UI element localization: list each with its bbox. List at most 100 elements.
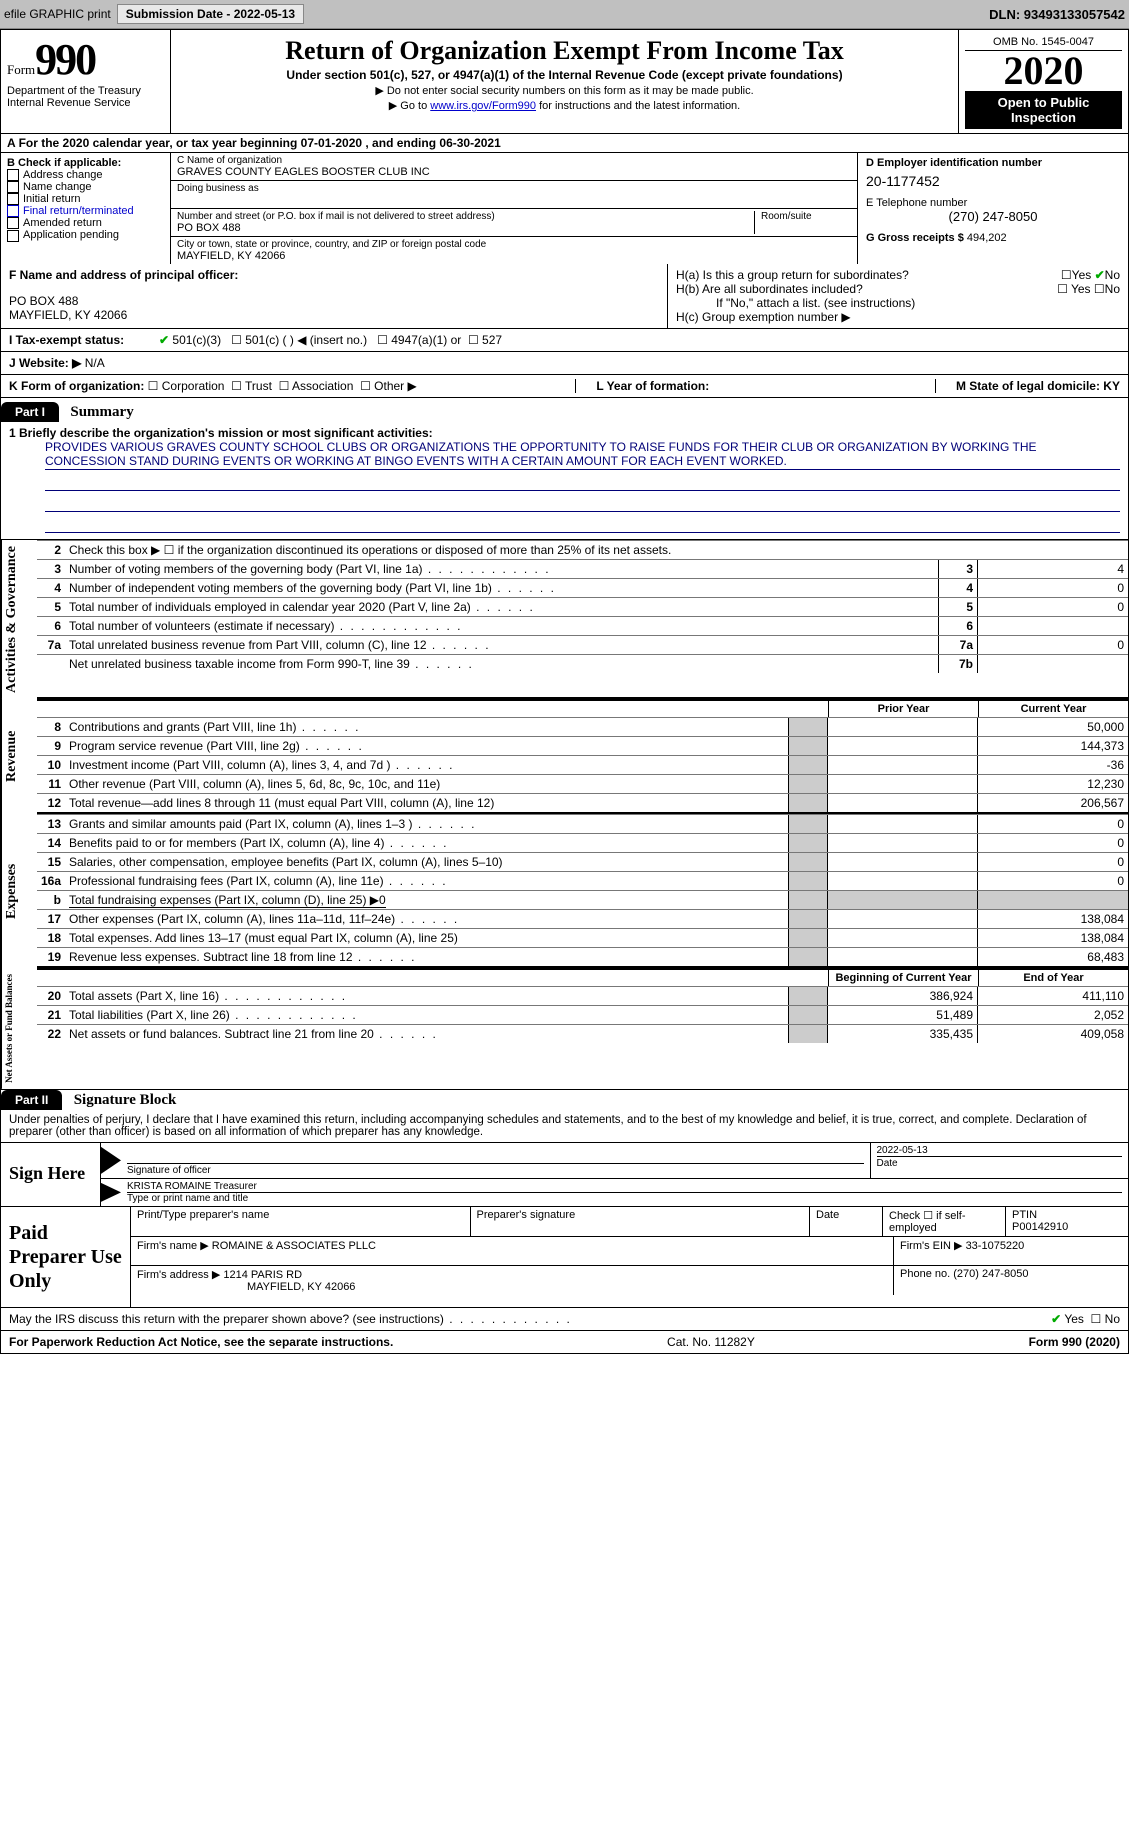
irs-link[interactable]: www.irs.gov/Form990 (430, 100, 536, 112)
sig-arrow-icon (101, 1147, 121, 1174)
line-10: Investment income (Part VIII, column (A)… (65, 756, 788, 774)
sig-date-label: Date (877, 1156, 1123, 1169)
hb-label: H(b) Are all subordinates included? (676, 282, 863, 296)
cb-amended-return[interactable]: Amended return (7, 217, 164, 229)
mission-blank-2 (45, 497, 1120, 512)
form-subtitle: Under section 501(c), 527, or 4947(a)(1)… (177, 68, 952, 82)
cb-527[interactable]: ☐ 527 (468, 333, 502, 347)
part-ii-title: Signature Block (66, 1090, 185, 1110)
tax-exempt-row: I Tax-exempt status: 501(c)(3) ☐ 501(c) … (0, 329, 1129, 352)
prep-check-label: Check ☐ if self-employed (889, 1210, 966, 1234)
k-label: K Form of organization: (9, 379, 144, 393)
ha-no-check[interactable] (1095, 268, 1105, 282)
form-number: 990 (35, 35, 95, 84)
line-13: Grants and similar amounts paid (Part IX… (65, 815, 788, 833)
sig-date-value: 2022-05-13 (877, 1145, 1123, 1156)
prep-date-label: Date (816, 1209, 839, 1221)
vtab-net-assets: Net Assets or Fund Balances (1, 968, 37, 1089)
prep-phone: (270) 247-8050 (953, 1268, 1028, 1280)
hdr-prior-year: Prior Year (828, 701, 978, 717)
firm-ein-label: Firm's EIN ▶ (900, 1240, 963, 1252)
line-7a: Total unrelated business revenue from Pa… (65, 636, 938, 654)
city-state-zip: MAYFIELD, KY 42066 (177, 250, 851, 262)
line-21-cur: 2,052 (978, 1006, 1128, 1024)
footer-mid: Cat. No. 11282Y (667, 1335, 755, 1349)
hb-note: If "No," attach a list. (see instruction… (676, 296, 1120, 310)
discuss-row: May the IRS discuss this return with the… (0, 1308, 1129, 1331)
cb-name-change[interactable]: Name change (7, 181, 164, 193)
tax-period-row: A For the 2020 calendar year, or tax yea… (0, 134, 1129, 153)
line-20-prior: 386,924 (828, 987, 978, 1005)
line-19: Revenue less expenses. Subtract line 18 … (65, 948, 788, 966)
line-20-cur: 411,110 (978, 987, 1128, 1005)
officer-addr2: MAYFIELD, KY 42066 (9, 308, 659, 322)
department-text: Department of the Treasury Internal Reve… (7, 85, 164, 109)
c-name-label: C Name of organization (177, 155, 851, 166)
officer-name: KRISTA ROMAINE Treasurer (127, 1181, 1122, 1193)
ein-value: 20-1177452 (866, 173, 1120, 189)
form-990-label: Form990 (7, 34, 164, 85)
line-3: Number of voting members of the governin… (65, 560, 938, 578)
line-22-prior: 335,435 (828, 1025, 978, 1043)
cb-501c3[interactable]: 501(c)(3) (159, 333, 221, 347)
goto-note: Go to www.irs.gov/Form990 for instructio… (177, 99, 952, 112)
line-6: Total number of volunteers (estimate if … (65, 617, 938, 635)
line-14: Benefits paid to or for members (Part IX… (65, 834, 788, 852)
discuss-text: May the IRS discuss this return with the… (9, 1312, 572, 1326)
line-17: Other expenses (Part IX, column (A), lin… (65, 910, 788, 928)
perjury-disclaimer: Under penalties of perjury, I declare th… (0, 1110, 1129, 1143)
vtab-revenue: Revenue (1, 699, 37, 814)
city-label: City or town, state or province, country… (177, 239, 851, 250)
section-d-e-g: D Employer identification number 20-1177… (858, 153, 1128, 264)
ssn-note: Do not enter social security numbers on … (177, 84, 952, 97)
dln-text: DLN: 93493133057542 (989, 7, 1125, 22)
website-row: J Website: ▶ N/A (0, 352, 1129, 375)
vtab-governance: Activities & Governance (1, 540, 37, 699)
l-label: L Year of formation: (575, 379, 776, 393)
line-9-cur: 144,373 (978, 737, 1128, 755)
room-label: Room/suite (761, 211, 851, 222)
cb-corporation[interactable]: ☐ Corporation (148, 379, 225, 393)
cb-address-change[interactable]: Address change (7, 169, 164, 181)
org-name: GRAVES COUNTY EAGLES BOOSTER CLUB INC (177, 166, 851, 178)
line-21: Total liabilities (Part X, line 26) (65, 1006, 788, 1024)
k-l-m-row: K Form of organization: ☐ Corporation ☐ … (0, 375, 1129, 398)
line-7a-val: 0 (978, 636, 1128, 654)
line-16b: Total fundraising expenses (Part IX, col… (65, 891, 788, 909)
cb-501c[interactable]: ☐ 501(c) ( ) ◀ (insert no.) (231, 333, 367, 347)
sig-officer-label: Signature of officer (127, 1163, 864, 1176)
footer-right: Form 990 (2020) (1029, 1335, 1120, 1349)
hdr-begin-year: Beginning of Current Year (828, 970, 978, 986)
line-2: Check this box ▶ ☐ if the organization d… (65, 541, 1128, 559)
line-15-cur: 0 (978, 853, 1128, 871)
line-6-val (978, 617, 1128, 635)
sig-arrow-icon-2 (101, 1183, 121, 1202)
cb-trust[interactable]: ☐ Trust (231, 379, 272, 393)
cb-other[interactable]: ☐ Other ▶ (360, 379, 417, 393)
line-8: Contributions and grants (Part VIII, lin… (65, 718, 788, 736)
hdr-current-year: Current Year (978, 701, 1128, 717)
line-19-cur: 68,483 (978, 948, 1128, 966)
line-22-cur: 409,058 (978, 1025, 1128, 1043)
cb-application-pending[interactable]: Application pending (7, 229, 164, 241)
street-label: Number and street (or P.O. box if mail i… (177, 211, 754, 222)
line-22: Net assets or fund balances. Subtract li… (65, 1025, 788, 1043)
hdr-end-year: End of Year (978, 970, 1128, 986)
section-c: C Name of organization GRAVES COUNTY EAG… (171, 153, 858, 264)
cb-initial-return[interactable]: Initial return (7, 193, 164, 205)
hb-yesno: ☐ Yes ☐No (1057, 282, 1120, 296)
form-word: Form (7, 62, 35, 77)
submission-date-button[interactable]: Submission Date - 2022-05-13 (117, 4, 304, 24)
hc-label: H(c) Group exemption number ▶ (676, 310, 1120, 324)
cb-final-return[interactable]: Final return/terminated (7, 205, 164, 217)
street-address: PO BOX 488 (177, 222, 754, 234)
discuss-yes-check[interactable] (1051, 1312, 1061, 1326)
line-3-val: 4 (978, 560, 1128, 578)
cb-4947[interactable]: ☐ 4947(a)(1) or (377, 333, 461, 347)
line-16a-cur: 0 (978, 872, 1128, 890)
form-title: Return of Organization Exempt From Incom… (177, 36, 952, 66)
cb-association[interactable]: ☐ Association (279, 379, 354, 393)
phone-value: (270) 247-8050 (866, 209, 1120, 224)
mission-box: 1 Briefly describe the organization's mi… (0, 422, 1129, 540)
m-label: M State of legal domicile: KY (935, 379, 1120, 393)
